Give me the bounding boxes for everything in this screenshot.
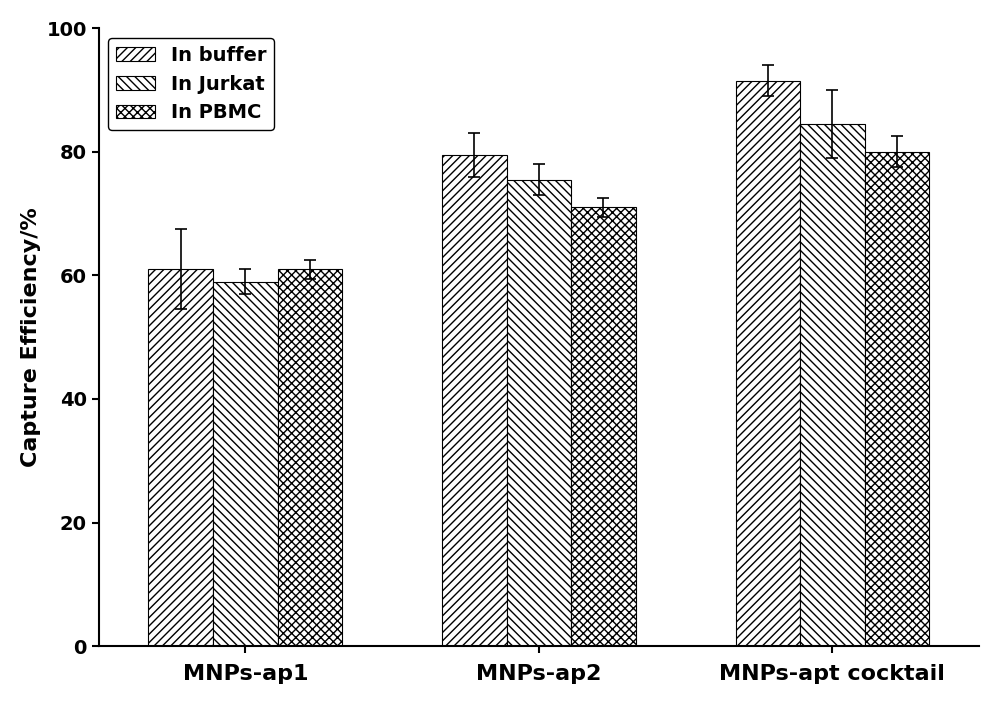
Bar: [507, 180, 571, 646]
Legend: In buffer, In Jurkat, In PBMC: In buffer, In Jurkat, In PBMC: [108, 38, 274, 130]
Bar: [800, 124, 865, 646]
Bar: [148, 269, 213, 646]
Y-axis label: Capture Efficiency/%: Capture Efficiency/%: [21, 207, 41, 467]
Bar: [865, 152, 929, 646]
Bar: [442, 155, 507, 646]
Bar: [571, 207, 636, 646]
Bar: [736, 81, 800, 646]
Bar: [278, 269, 342, 646]
Bar: [213, 281, 278, 646]
